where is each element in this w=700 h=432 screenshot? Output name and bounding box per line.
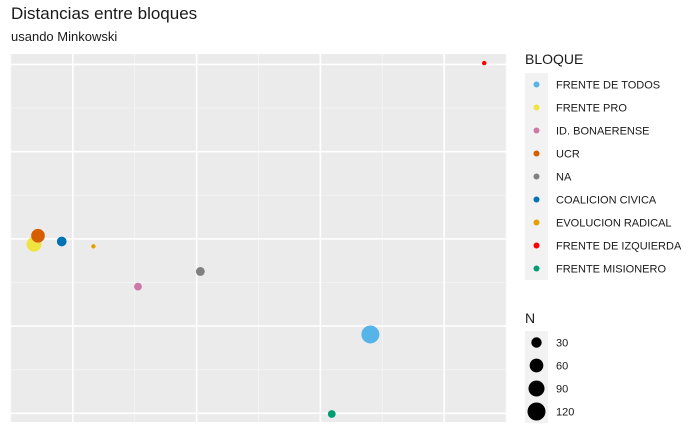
size-legend-label: 120: [556, 407, 574, 419]
data-point: [91, 244, 96, 249]
data-point: [134, 282, 142, 291]
chart-subtitle: usando Minkowski: [11, 29, 118, 44]
legend-key: [533, 81, 540, 88]
data-point: [482, 60, 487, 66]
grid-lines: [10, 54, 507, 422]
legend-label: NA: [556, 172, 572, 184]
chart-title: Distancias entre bloques: [11, 4, 198, 23]
size-legend-key: [528, 380, 545, 397]
legend-key: [533, 104, 540, 111]
legend-label: COALICION CIVICA: [556, 195, 657, 207]
data-points: [26, 60, 487, 418]
legend-label: ID. BONAERENSE: [556, 126, 650, 138]
legend-key: [533, 242, 540, 249]
legend-key: [533, 265, 540, 272]
size-legend-key: [531, 337, 542, 348]
size-legend-label: 60: [556, 361, 568, 373]
size-legend-keys-background: [525, 331, 548, 423]
size-legend-key: [527, 402, 546, 421]
size-legend-key: [529, 358, 544, 373]
legend-label: UCR: [556, 149, 580, 161]
legend-label: FRENTE DE TODOS: [556, 80, 660, 92]
data-point: [31, 228, 45, 243]
size-legend-title: N: [525, 310, 535, 326]
legend-label: FRENTE PRO: [556, 103, 627, 115]
legend-key: [533, 127, 540, 134]
legend-label: FRENTE MISIONERO: [556, 264, 666, 276]
legend-label: FRENTE DE IZQUIERDA: [556, 241, 682, 253]
legend-key: [533, 196, 540, 203]
data-point: [56, 236, 67, 247]
color-legend: FRENTE DE TODOS FRENTE PRO ID. BONAERENSE U…: [525, 73, 682, 280]
size-legend: 30 60 90 120: [525, 331, 574, 423]
color-legend-title: BLOQUE: [525, 51, 583, 67]
data-point: [327, 410, 336, 418]
size-legend-label: 90: [556, 384, 568, 396]
size-legend-label: 30: [556, 338, 568, 350]
data-point: [195, 267, 205, 276]
legend-key: [533, 219, 540, 226]
legend-key: [533, 173, 540, 180]
legend-label: EVOLUCION RADICAL: [556, 218, 672, 230]
legend-key: [533, 150, 540, 157]
data-point: [361, 325, 380, 344]
